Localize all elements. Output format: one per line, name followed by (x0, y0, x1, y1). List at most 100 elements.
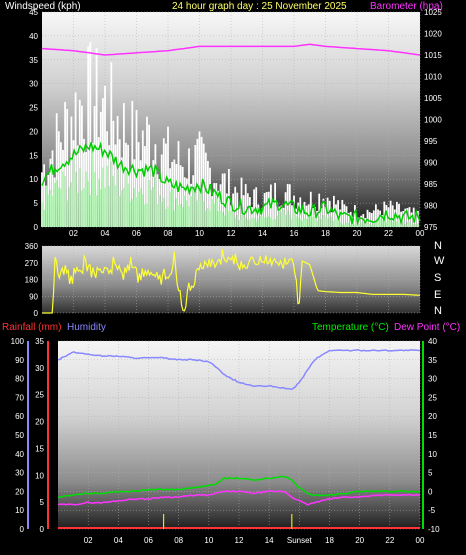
y-tick-temperature: 5 (428, 469, 433, 478)
windspeed-label: Windspeed (kph) (5, 1, 81, 12)
y-tick-windspeed: 5 (34, 199, 39, 208)
y-tick-windspeed: 25 (29, 104, 38, 113)
compass-n-top: N (434, 240, 442, 252)
y-tick-rain: 10 (35, 471, 44, 480)
barometer-label: Barometer (hpa) (370, 1, 443, 12)
y-tick-rain: 20 (35, 418, 44, 427)
x-tick-hour: 06 (132, 229, 141, 238)
y-tick-temperature: 10 (428, 450, 437, 459)
direction-panel-ticks: 0 90 180 270 360 (25, 242, 39, 318)
y-tick-rain: 25 (35, 391, 44, 400)
humidity-label: Humidity (67, 322, 106, 333)
x-tick-hour: 08 (164, 229, 173, 238)
y-tick-humidity: 40 (15, 450, 24, 459)
temperature-label: Temperature (°C) (312, 322, 389, 333)
y-tick-rain: 0 (40, 525, 45, 534)
y-tick-humidity: 30 (15, 469, 24, 478)
x-tick-hour: 20 (353, 229, 362, 238)
y-tick-barometer: 990 (424, 159, 438, 168)
compass-e: E (434, 289, 441, 301)
y-tick-humidity: 50 (15, 431, 24, 440)
x-tick-hour: 04 (101, 229, 110, 238)
y-tick-temperature: 40 (428, 337, 437, 346)
y-tick-barometer: 1005 (424, 94, 442, 103)
y-tick-humidity: 100 (11, 337, 25, 346)
y-tick-barometer: 985 (424, 180, 438, 189)
y-tick-barometer: 1015 (424, 51, 442, 60)
y-tick-humidity: 0 (20, 525, 25, 534)
x-tick-hour: 12 (227, 229, 236, 238)
x-tick-hour: 06 (144, 536, 153, 545)
y-tick-humidity: 10 (15, 506, 24, 515)
direction-panel-series (42, 249, 421, 314)
y-tick-windspeed: 0 (34, 223, 39, 232)
x-tick-hour: 00 (416, 536, 425, 545)
dewpoint-line (57, 490, 421, 506)
y-tick-temperature: 15 (428, 431, 437, 440)
y-tick-temperature: 30 (428, 375, 437, 384)
x-tick-hour: 10 (204, 536, 213, 545)
humidity-line (57, 349, 421, 391)
y-tick-windspeed: 40 (29, 32, 38, 41)
barometer-line (41, 43, 421, 56)
y-tick-windspeed: 10 (29, 175, 38, 184)
y-tick-humidity: 70 (15, 393, 24, 402)
y-tick-barometer: 1010 (424, 73, 442, 82)
x-tick-hour: 22 (384, 229, 393, 238)
y-tick-humidity: 20 (15, 487, 24, 496)
x-tick-hour: 02 (69, 229, 78, 238)
y-tick-barometer: 980 (424, 202, 438, 211)
x-tick-hour: 04 (114, 536, 123, 545)
x-tick-hour: 20 (355, 536, 364, 545)
y-tick-rain: 35 (35, 337, 44, 346)
y-tick-humidity: 60 (15, 412, 24, 421)
y-tick-temperature: -10 (428, 525, 440, 534)
compass-n-bottom: N (434, 305, 442, 317)
wind-panel-series (41, 42, 421, 227)
rainfall-label: Rainfall (mm) (2, 322, 61, 333)
y-tick-direction: 0 (34, 309, 39, 318)
y-tick-windspeed: 20 (29, 127, 38, 136)
x-tick-hour: 10 (195, 229, 204, 238)
y-tick-windspeed: 15 (29, 151, 38, 160)
x-tick-hour: 08 (174, 536, 183, 545)
wind-mean-line (41, 141, 421, 226)
y-tick-windspeed: 30 (29, 80, 38, 89)
y-tick-windspeed: 45 (29, 8, 38, 17)
y-tick-temperature: 0 (428, 487, 433, 496)
y-tick-rain: 15 (35, 444, 44, 453)
y-tick-direction: 270 (25, 259, 39, 268)
temp-panel-ticks: 010203040506070809010005101520253035-10-… (11, 337, 440, 545)
x-tick-hour: 00 (416, 229, 425, 238)
y-tick-rain: 5 (40, 498, 45, 507)
x-tick-hour: 16 (290, 229, 299, 238)
compass-labels: N W S E N (434, 240, 445, 317)
y-tick-temperature: -5 (428, 506, 436, 515)
y-tick-direction: 90 (29, 292, 38, 301)
y-tick-barometer: 995 (424, 137, 438, 146)
y-tick-direction: 360 (25, 242, 39, 251)
sunset-annotation: Sunset (287, 536, 313, 545)
temp-panel-grid (27, 340, 424, 530)
y-tick-temperature: 35 (428, 356, 437, 365)
y-tick-humidity: 80 (15, 375, 24, 384)
y-tick-barometer: 1025 (424, 8, 442, 17)
x-tick-hour: 14 (258, 229, 267, 238)
y-tick-windspeed: 35 (29, 56, 38, 65)
y-tick-temperature: 20 (428, 412, 437, 421)
x-tick-hour: 18 (321, 229, 330, 238)
compass-w: W (434, 255, 445, 267)
graph-day-title: 24 hour graph day : 25 November 2025 (172, 1, 347, 12)
temperature-line (58, 475, 421, 498)
compass-s: S (434, 272, 441, 284)
y-tick-barometer: 1020 (424, 30, 442, 39)
dewpoint-label: Dew Point (°C) (394, 322, 460, 333)
y-tick-temperature: 25 (428, 393, 437, 402)
y-tick-rain: 30 (35, 364, 44, 373)
x-tick-hour: 18 (325, 536, 334, 545)
y-tick-barometer: 975 (424, 223, 438, 232)
temp-panel-series (57, 349, 421, 529)
x-tick-hour: 22 (385, 536, 394, 545)
